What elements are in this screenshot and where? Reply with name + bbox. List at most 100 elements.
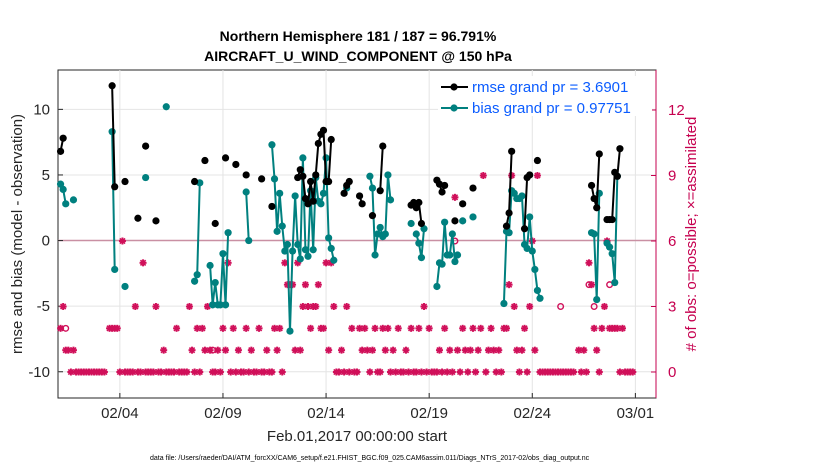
obs-assimilated-stroke — [578, 368, 585, 376]
rmse-point — [152, 217, 160, 225]
obs-assimilated-stroke — [505, 281, 513, 288]
bias-point — [286, 327, 294, 335]
obs-assimilated-point — [69, 346, 77, 354]
obs-assimilated-point — [296, 346, 304, 354]
bias-point — [278, 222, 286, 230]
obs-assimilated-stroke — [170, 368, 178, 376]
obs-assimilated-stroke — [523, 368, 531, 376]
obs-assimilated-stroke — [297, 347, 304, 354]
obs-assimilated-point — [139, 259, 147, 267]
bias-point — [69, 196, 78, 204]
chart-title-line2: AIRCRAFT_U_WIND_COMPONENT @ 150 hPa — [204, 48, 512, 64]
obs-assimilated-stroke — [389, 347, 397, 354]
obs-assimilated-stroke — [464, 368, 472, 376]
obs-assimilated-stroke — [348, 325, 356, 332]
bias-point — [376, 223, 384, 232]
bias-point — [536, 294, 544, 302]
obs-assimilated-stroke — [235, 347, 242, 354]
obs-assimilated-point — [510, 303, 518, 310]
obs-assimilated-stroke — [132, 303, 139, 310]
bias-point — [531, 265, 539, 274]
obs-assimilated-stroke — [330, 303, 337, 310]
bias-point — [319, 189, 328, 197]
y-tick-right-label: 3 — [668, 299, 676, 316]
y-tick-label: -5 — [37, 298, 50, 315]
obs-assimilated-point — [474, 346, 482, 354]
rmse-point — [340, 189, 348, 197]
obs-assimilated-point — [322, 259, 330, 267]
rmse-line — [379, 146, 384, 191]
obs-assimilated-point — [247, 346, 255, 354]
obs-assimilated-stroke — [335, 368, 343, 376]
bias-point — [276, 189, 284, 197]
obs-assimilated-point — [526, 303, 534, 310]
bias-point — [590, 230, 598, 238]
series-layer — [56, 82, 637, 376]
obs-assimilated-stroke — [263, 347, 270, 354]
obs-assimilated-point — [340, 368, 348, 376]
obs-assimilated-stroke — [498, 368, 505, 376]
y-tick-right-label: 9 — [668, 168, 676, 185]
obs-assimilated-point — [118, 237, 126, 245]
obs-assimilated-point — [319, 324, 327, 332]
obs-assimilated-stroke — [312, 303, 319, 310]
obs-assimilated-stroke — [191, 368, 198, 376]
obs-assimilated-point — [505, 281, 513, 289]
obs-assimilated-stroke — [101, 368, 108, 376]
obs-assimilated-point — [513, 346, 521, 354]
obs-assimilated-stroke — [129, 368, 136, 376]
obs-assimilated-stroke — [194, 325, 201, 332]
rmse-point — [417, 219, 426, 228]
bias-point — [371, 251, 379, 259]
obs-assimilated-stroke — [387, 368, 394, 376]
y-tick-right-label: 0 — [668, 364, 676, 381]
bias-point — [121, 282, 129, 291]
bias-point — [606, 243, 614, 251]
obs-assimilated-stroke — [585, 259, 593, 266]
bias-point — [317, 200, 325, 208]
obs-assimilated-point — [185, 303, 193, 310]
bias-point — [441, 218, 449, 226]
obs-assimilated-stroke — [157, 368, 165, 376]
obs-assimilated-stroke — [590, 325, 598, 332]
obs-assimilated-point — [598, 324, 606, 332]
bias-point — [283, 240, 292, 249]
bias-line — [415, 228, 426, 259]
rmse-point — [520, 225, 529, 233]
rmse-line — [590, 153, 601, 209]
obs-assimilated-stroke — [436, 347, 443, 354]
bias-point — [245, 236, 253, 245]
obs-assimilated-stroke — [230, 325, 237, 332]
obs-assimilated-point — [435, 346, 443, 354]
y-tick-right-label: 6 — [668, 233, 676, 250]
obs-assimilated-stroke — [320, 325, 327, 332]
bias-point — [270, 175, 279, 183]
obs-assimilated-stroke — [614, 325, 621, 332]
obs-assimilated-stroke — [137, 368, 144, 376]
obs-assimilated-stroke — [495, 347, 502, 354]
obs-assimilated-stroke — [217, 368, 224, 376]
bias-point — [330, 256, 338, 264]
rmse-point — [358, 200, 366, 208]
bias-point — [108, 128, 116, 136]
obs-assimilated-point — [381, 346, 389, 354]
obs-assimilated-point — [521, 324, 529, 332]
obs-assimilated-stroke — [511, 303, 518, 310]
bias-point — [224, 229, 232, 237]
obs-assimilated-point — [487, 324, 495, 332]
rmse-point — [469, 184, 477, 192]
obs-assimilated-point — [368, 346, 376, 354]
obs-assimilated-point — [523, 368, 531, 376]
obs-assimilated-point — [580, 346, 588, 354]
obs-assimilated-stroke — [449, 368, 456, 376]
bias-point — [415, 239, 423, 247]
obs-assimilated-stroke — [356, 325, 363, 332]
obs-assimilated-point — [353, 368, 361, 376]
rmse-point — [211, 219, 219, 228]
obs-assimilated-point — [278, 368, 286, 376]
obs-assimilated-stroke — [382, 347, 389, 354]
obs-assimilated-stroke — [472, 368, 479, 376]
obs-assimilated-stroke — [598, 325, 606, 332]
bias-point — [221, 301, 230, 309]
bias-point — [453, 251, 462, 259]
